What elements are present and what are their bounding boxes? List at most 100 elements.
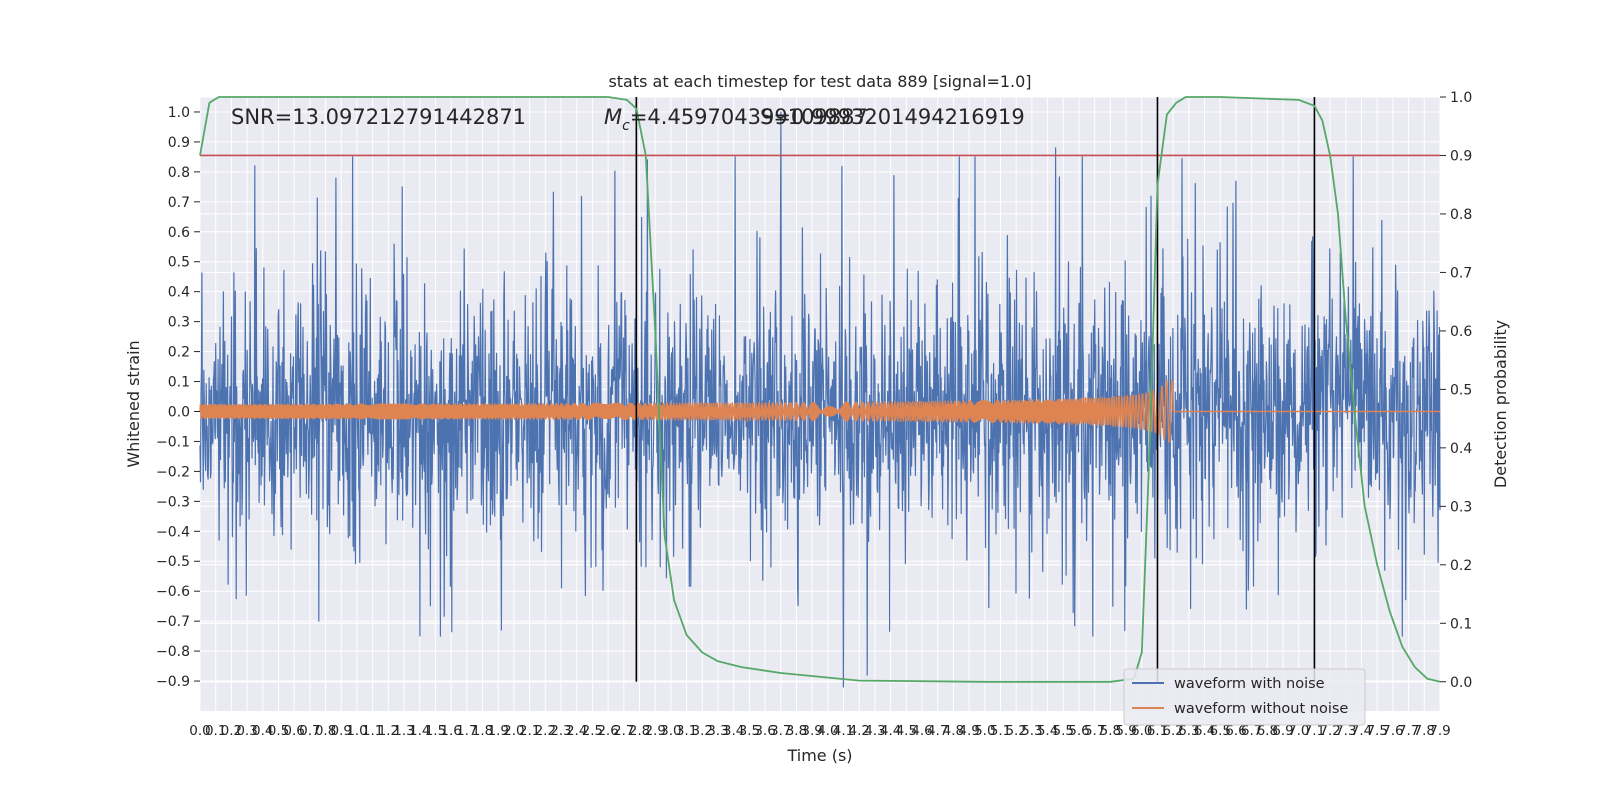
left-tick-label: −0.8 bbox=[156, 644, 190, 660]
legend-label-clean: waveform without noise bbox=[1174, 701, 1348, 717]
x-tick-label: 2.0 bbox=[503, 723, 524, 739]
x-tick-label: 4.3 bbox=[864, 723, 885, 739]
x-tick-label: 5.7 bbox=[1084, 723, 1105, 739]
left-tick-label: 0.1 bbox=[168, 375, 190, 391]
x-tick-label: 0.9 bbox=[331, 723, 352, 739]
x-tick-label: 2.7 bbox=[613, 723, 634, 739]
chart-title: stats at each timestep for test data 889… bbox=[608, 72, 1031, 91]
x-tick-label: 5.6 bbox=[1068, 723, 1089, 739]
x-tick-label: 1.8 bbox=[472, 723, 493, 739]
left-tick-label: 0.7 bbox=[168, 195, 190, 211]
x-tick-label: 4.8 bbox=[943, 723, 964, 739]
x-tick-label: 7.2 bbox=[1319, 723, 1340, 739]
x-tick-label: 6.0 bbox=[1131, 723, 1152, 739]
x-tick-label: 3.3 bbox=[707, 723, 728, 739]
x-tick-label: 4.4 bbox=[880, 723, 901, 739]
x-tick-label: 3.2 bbox=[692, 723, 713, 739]
right-tick-label: 0.2 bbox=[1450, 558, 1472, 574]
right-tick-label: 0.0 bbox=[1450, 675, 1472, 691]
x-tick-label: 6.5 bbox=[1210, 723, 1231, 739]
y-axis-label-left: Whitened strain bbox=[124, 340, 143, 467]
x-tick-label: 4.0 bbox=[817, 723, 838, 739]
x-tick-label: 1.5 bbox=[425, 723, 446, 739]
x-tick-label: 0.3 bbox=[236, 723, 257, 739]
x-tick-label: 7.5 bbox=[1366, 723, 1387, 739]
x-tick-label: 1.7 bbox=[456, 723, 477, 739]
x-tick-label: 2.4 bbox=[566, 723, 587, 739]
x-tick-label: 0.2 bbox=[221, 723, 242, 739]
x-tick-label: 1.3 bbox=[393, 723, 414, 739]
x-tick-label: 1.2 bbox=[378, 723, 399, 739]
left-tick-label: 0.8 bbox=[168, 165, 190, 181]
right-tick-label: 0.6 bbox=[1450, 324, 1472, 340]
chirp-mass-subscript: c bbox=[622, 118, 630, 134]
probability-overlay bbox=[199, 96, 1441, 683]
left-tick-label: −0.3 bbox=[156, 494, 190, 510]
x-tick-label: 5.9 bbox=[1115, 723, 1136, 739]
right-tick-label: 0.3 bbox=[1450, 499, 1472, 515]
x-tick-label: 7.4 bbox=[1351, 723, 1372, 739]
x-tick-label: 3.1 bbox=[676, 723, 697, 739]
x-tick-label: 7.0 bbox=[1288, 723, 1309, 739]
x-tick-label: 2.2 bbox=[535, 723, 556, 739]
x-tick-label: 0.6 bbox=[283, 723, 304, 739]
x-tick-label: 0.1 bbox=[205, 723, 226, 739]
left-tick-label: −0.7 bbox=[156, 614, 190, 630]
x-tick-label: 6.6 bbox=[1225, 723, 1246, 739]
x-tick-label: 3.0 bbox=[660, 723, 681, 739]
x-tick-label: 4.1 bbox=[833, 723, 854, 739]
x-tick-label: 5.0 bbox=[974, 723, 995, 739]
y-axis-label-right: Detection probability bbox=[1491, 320, 1510, 488]
x-tick-label: 6.2 bbox=[1162, 723, 1183, 739]
x-tick-label: 5.3 bbox=[1021, 723, 1042, 739]
x-tick-label: 5.5 bbox=[1053, 723, 1074, 739]
right-tick-label: 0.9 bbox=[1450, 148, 1472, 164]
legend-label-noisy: waveform with noise bbox=[1174, 676, 1325, 692]
right-tick-label: 0.5 bbox=[1450, 382, 1472, 398]
left-tick-label: 0.4 bbox=[168, 285, 190, 301]
x-tick-label: 1.4 bbox=[409, 723, 430, 739]
x-tick-label: 6.3 bbox=[1178, 723, 1199, 739]
x-tick-label: 2.9 bbox=[644, 723, 665, 739]
x-tick-label: 5.1 bbox=[990, 723, 1011, 739]
legend-box bbox=[1123, 668, 1366, 726]
snr-annotation: SNR=13.097212791442871 bbox=[231, 105, 526, 129]
left-tick-label: 0.0 bbox=[168, 404, 190, 420]
x-tick-label: 4.6 bbox=[911, 723, 932, 739]
left-tick-label: 0.9 bbox=[168, 135, 190, 151]
x-tick-label: 3.8 bbox=[786, 723, 807, 739]
x-tick-label: 2.1 bbox=[519, 723, 540, 739]
x-tick-label: 5.8 bbox=[1100, 723, 1121, 739]
x-tick-label: 7.8 bbox=[1414, 723, 1435, 739]
chirp-mass-value: =4.459704399109887 bbox=[630, 105, 868, 129]
left-tick-label: 0.6 bbox=[168, 225, 190, 241]
x-tick-label: 3.9 bbox=[801, 723, 822, 739]
left-tick-label: 0.5 bbox=[168, 255, 190, 271]
x-tick-label: 2.8 bbox=[629, 723, 650, 739]
x-tick-label: 6.8 bbox=[1257, 723, 1278, 739]
left-tick-label: −0.1 bbox=[156, 434, 190, 450]
x-tick-label: 6.1 bbox=[1147, 723, 1168, 739]
x-tick-label: 0.5 bbox=[268, 723, 289, 739]
x-tick-label: 1.0 bbox=[346, 723, 367, 739]
x-tick-label: 7.9 bbox=[1429, 723, 1450, 739]
x-tick-label: 1.9 bbox=[487, 723, 508, 739]
x-tick-label: 4.7 bbox=[927, 723, 948, 739]
x-tick-label: 2.3 bbox=[550, 723, 571, 739]
left-tick-label: −0.4 bbox=[156, 524, 190, 540]
clean-waveform-series bbox=[199, 379, 1440, 443]
x-tick-label: 2.6 bbox=[597, 723, 618, 739]
x-tick-label: 1.1 bbox=[362, 723, 383, 739]
left-tick-label: 1.0 bbox=[168, 105, 190, 121]
x-tick-label: 0.7 bbox=[299, 723, 320, 739]
x-tick-label: 5.2 bbox=[1005, 723, 1026, 739]
x-tick-label: 7.6 bbox=[1382, 723, 1403, 739]
right-tick-label: 1.0 bbox=[1450, 90, 1472, 106]
x-tick-label: 7.7 bbox=[1398, 723, 1419, 739]
x-tick-label: 3.4 bbox=[723, 723, 744, 739]
right-tick-label: 0.4 bbox=[1450, 441, 1472, 457]
x-tick-label: 4.2 bbox=[848, 723, 869, 739]
x-tick-label: 6.9 bbox=[1272, 723, 1293, 739]
x-tick-label: 4.9 bbox=[958, 723, 979, 739]
